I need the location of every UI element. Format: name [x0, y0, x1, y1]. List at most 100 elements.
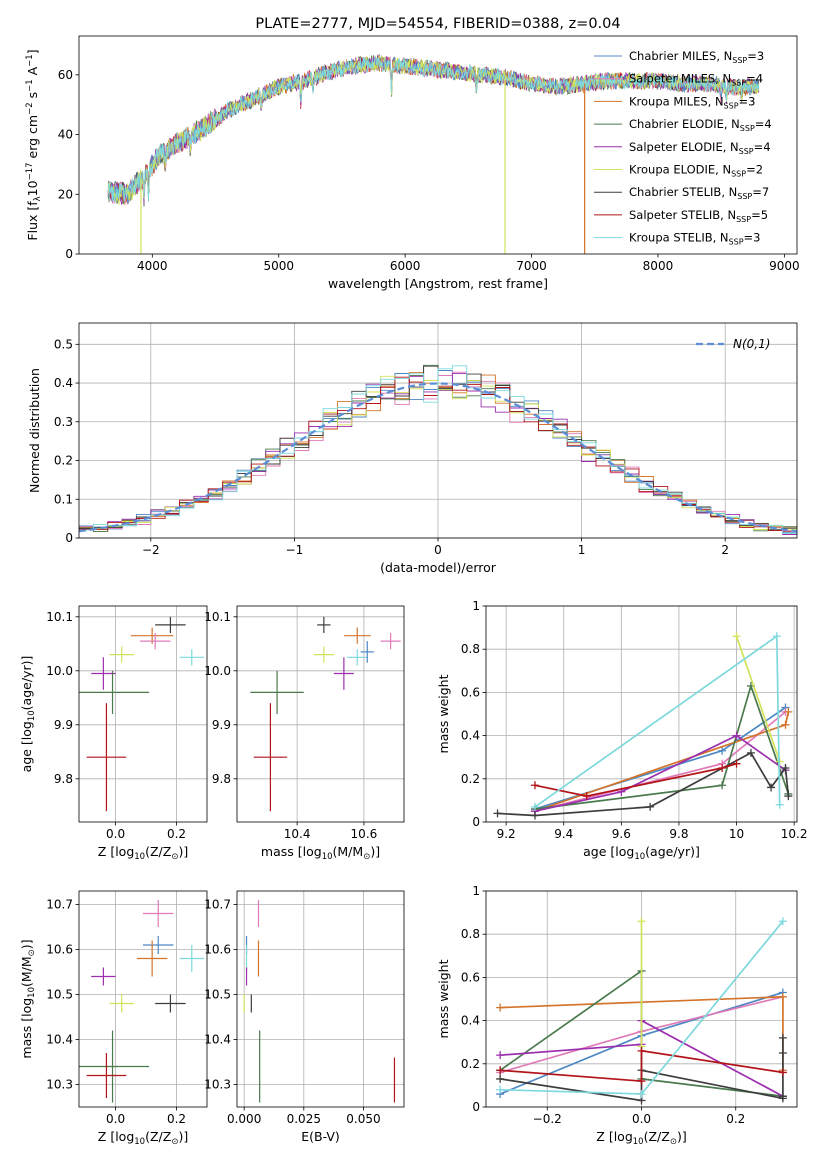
errorbar-point: [79, 1030, 150, 1103]
y-tick-label: 10.5: [204, 988, 231, 1002]
x-axis-label-part: ⊙: [171, 852, 178, 862]
y-tick-label: 0: [65, 247, 73, 261]
x-tick-label: 9.4: [554, 827, 573, 841]
y-tick-label: 0: [472, 1100, 480, 1114]
y-tick-label: 1: [472, 884, 480, 898]
legend-eq: =4: [754, 140, 771, 154]
x-axis-label-part: )]: [370, 844, 380, 859]
weight-marker: [778, 1049, 787, 1057]
x-axis-label-part: Z [log: [98, 1129, 134, 1144]
x-axis-label-part: )]: [178, 844, 188, 859]
y-axis-label-part: 10: [27, 987, 37, 998]
y-tick-label: 10.4: [204, 1033, 231, 1047]
y-tick-label: 0.6: [461, 970, 480, 984]
weight-marker: [637, 1046, 646, 1055]
x-axis-label: (data-model)/error: [380, 560, 497, 575]
y-tick-label: 9.8: [54, 772, 73, 786]
histogram-series: [79, 365, 797, 534]
y-tick-label: 0.4: [461, 1014, 480, 1028]
x-tick-label: 10: [729, 827, 744, 841]
y-tick-label: 0.4: [461, 729, 480, 743]
weight-marker: [775, 800, 784, 809]
y-axis-label-part: )]: [19, 939, 34, 949]
legend-entry: Salpeter STELIB, NSSP=5: [629, 208, 768, 224]
y-axis-label-mass_vs_Z: mass [log10(M/M⊙)]: [19, 939, 37, 1058]
errorbar-point: [179, 649, 204, 666]
y-tick-label: 9.9: [212, 718, 231, 732]
weight-marker: [496, 1051, 505, 1060]
weight-marker: [496, 1003, 505, 1012]
y-axis-label-weight_vs_age: mass weight: [436, 674, 451, 753]
legend-label: Kroupa STELIB, N: [629, 231, 729, 245]
axes-frame: [485, 890, 798, 1108]
errorbar-point: [143, 936, 174, 954]
x-tick-label: 0.0: [106, 1112, 125, 1126]
errorbar-point: [317, 616, 331, 633]
x-axis-label-part: 10: [634, 852, 645, 862]
weight-marker: [778, 1092, 787, 1101]
weight-marker: [496, 1066, 505, 1075]
y-axis-label-part: λ: [33, 196, 43, 201]
axes-frame: [78, 35, 798, 255]
y-axis-label-part: Flux [f: [25, 201, 40, 241]
x-tick-label: −2: [142, 543, 160, 557]
x-tick-label: 0: [434, 543, 442, 557]
legend-sub: SSP: [731, 170, 746, 179]
weight-marker: [781, 720, 790, 729]
y-tick-label: 0.6: [461, 685, 480, 699]
y-axis-label: mass weight: [436, 959, 451, 1038]
errorbar-point: [136, 940, 168, 977]
weight-series-line: [534, 683, 790, 810]
x-axis-label-part: 10: [134, 852, 145, 862]
y-tick-label: 40: [58, 128, 73, 142]
x-axis-label-part: )]: [178, 1129, 188, 1144]
y-axis-label: mass [log10(M/M⊙)]: [19, 939, 37, 1058]
y-tick-label: 0.2: [461, 772, 480, 786]
legend-entry: Kroupa ELODIE, NSSP=2: [629, 163, 763, 179]
legend-label: Chabrier MILES, N: [629, 49, 732, 63]
weight-marker: [493, 809, 502, 818]
errorbar-point: [79, 670, 150, 714]
weight-marker: [732, 759, 741, 768]
axes-weight_vs_Z: −0.2 0.0 0.2 0 0.2 0.4 0.6 0.8 1 Z [log10(Z/Z⊙)]: [461, 884, 798, 1147]
y-tick-label: 9.8: [212, 772, 231, 786]
y-axis-label-part: −17: [25, 162, 35, 180]
x-axis-label-part: (Z/Z: [145, 1129, 171, 1144]
plot-area-mass_vs_Z: [79, 900, 204, 1103]
legend-entry: Chabrier STELIB, NSSP=7: [629, 185, 769, 201]
errorbar-point: [313, 646, 334, 663]
x-tick-label: 10.4: [284, 827, 311, 841]
y-axis-label-spectrum: Flux [fλ10−17 erg cm−2 s−1 A−1]: [25, 49, 43, 240]
weight-marker: [496, 1074, 505, 1083]
weight-marker: [778, 1068, 787, 1077]
weight-marker: [496, 1085, 505, 1094]
axes-frame: [78, 605, 208, 823]
y-axis-label-part: −1: [25, 54, 35, 67]
legend-entry: Kroupa STELIB, NSSP=3: [629, 231, 760, 247]
weight-marker: [718, 764, 727, 772]
y-tick-label: 0.2: [461, 1057, 480, 1071]
axes-frame: [78, 322, 798, 539]
errorbar-point: [86, 703, 127, 812]
legend-entry: Salpeter ELODIE, NSSP=4: [629, 140, 771, 156]
axes-mass_vs_Z: 0.0 0.2 10.3 10.4 10.5 10.6 10.7 Z [log10(Z/Z⊙)…: [46, 890, 208, 1147]
plot-area-age_vs_mass: [250, 616, 401, 812]
y-tick-label: 10.3: [46, 1078, 73, 1092]
x-tick-label: 0.2: [167, 1112, 186, 1126]
legend-eq: =4: [746, 72, 763, 86]
y-tick-label: 60: [58, 68, 73, 82]
x-axis-label: Z [log10(Z/Z⊙)]: [98, 844, 188, 862]
weight-series-line: [534, 762, 737, 797]
y-tick-label: 0.1: [54, 492, 73, 506]
errorbar-point: [91, 967, 116, 986]
y-axis-label-part: s: [25, 92, 40, 103]
y-axis-label-age_vs_Z: age [log10(age/yr)]: [19, 656, 37, 773]
plot-area-residuals: [79, 364, 797, 535]
legend-sub: SSP: [732, 56, 747, 65]
x-tick-label: 0.2: [167, 827, 186, 841]
y-axis-label: Normed distribution: [27, 368, 42, 493]
weight-marker: [746, 748, 755, 757]
weight-marker: [732, 731, 741, 740]
legend-eq: =3: [744, 231, 761, 245]
weight-marker: [637, 1077, 646, 1086]
